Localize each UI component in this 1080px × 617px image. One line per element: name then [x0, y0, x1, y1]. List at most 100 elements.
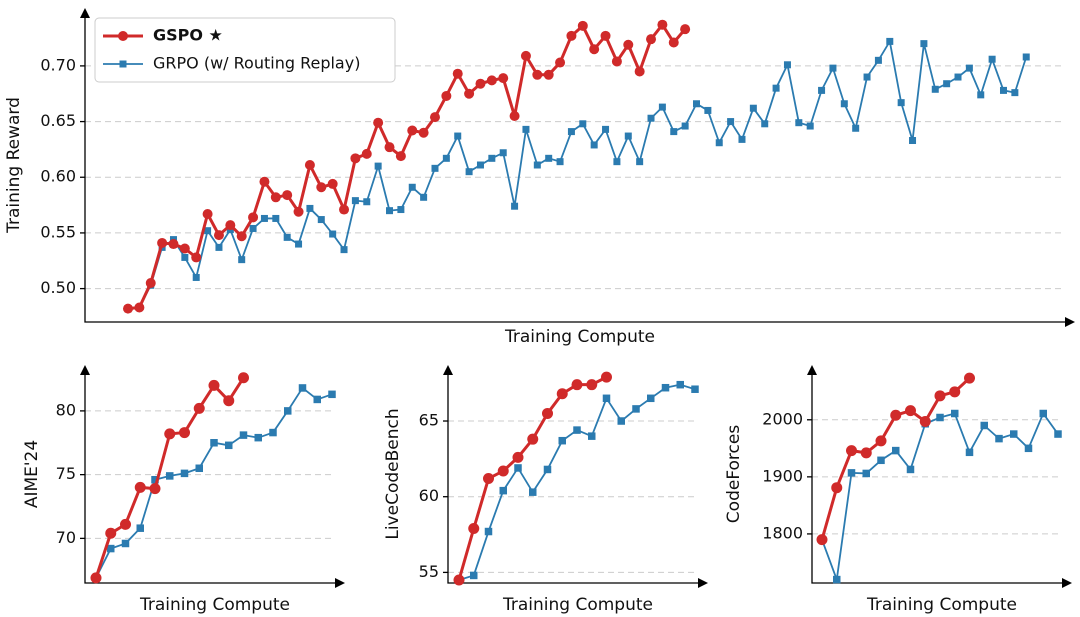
point [863, 73, 871, 81]
point [920, 40, 928, 48]
point [397, 206, 405, 214]
point [919, 415, 931, 427]
point [646, 34, 657, 45]
point [453, 574, 465, 586]
point [283, 233, 291, 241]
point [681, 122, 689, 130]
point [877, 456, 885, 465]
point [772, 84, 780, 92]
point [328, 390, 336, 399]
point [862, 469, 870, 478]
point [522, 125, 530, 133]
point [298, 384, 307, 392]
point [693, 100, 700, 108]
axes [84, 373, 337, 584]
point [149, 483, 161, 495]
point [738, 135, 746, 143]
point [613, 158, 621, 166]
point [806, 122, 814, 130]
point [107, 544, 115, 553]
point [306, 204, 314, 212]
x-arrow [1065, 317, 1075, 327]
y-tick-label: 75 [56, 464, 76, 483]
point [260, 214, 268, 222]
point [556, 158, 564, 166]
point [484, 527, 493, 536]
point [586, 379, 598, 391]
point [558, 436, 566, 445]
point [949, 386, 961, 398]
point [499, 149, 507, 157]
point [890, 409, 902, 421]
point [602, 394, 611, 403]
point [589, 44, 600, 55]
legend-marker [118, 31, 128, 41]
point [454, 132, 462, 140]
point [157, 237, 168, 248]
point [545, 154, 553, 162]
point [905, 405, 916, 417]
point [657, 19, 668, 30]
y-tick-label: 80 [56, 400, 76, 419]
point [906, 465, 915, 474]
point [339, 204, 350, 215]
point [847, 469, 856, 477]
point [816, 534, 828, 546]
point [90, 572, 102, 584]
point [123, 303, 133, 314]
point [180, 469, 189, 478]
point [860, 447, 872, 459]
point [897, 99, 905, 107]
point [164, 428, 176, 440]
legend-box [94, 17, 396, 83]
point [120, 518, 131, 530]
point [749, 104, 757, 112]
point [145, 278, 156, 289]
point [136, 524, 144, 532]
point [195, 464, 203, 473]
axes [84, 16, 1067, 323]
point [313, 395, 321, 404]
point [542, 407, 553, 419]
point [304, 160, 315, 170]
point [179, 427, 190, 439]
x-axis-label: Training Compute [502, 595, 653, 615]
point [431, 164, 439, 172]
point [225, 441, 233, 450]
point [363, 198, 371, 206]
point [977, 91, 985, 99]
point [909, 137, 917, 145]
point [601, 371, 612, 383]
point [293, 206, 304, 217]
point [384, 142, 395, 153]
point [936, 413, 944, 422]
y-tick-label: 70 [56, 528, 76, 547]
point [272, 214, 280, 222]
point [624, 132, 632, 140]
point [121, 539, 130, 548]
point [239, 431, 248, 439]
point [238, 372, 249, 384]
y-axis-label: CodeForces [724, 425, 744, 524]
point [327, 178, 338, 189]
point [254, 433, 262, 442]
point [532, 69, 543, 80]
y-tick-label: 1900 [762, 466, 803, 485]
point [658, 103, 666, 111]
point [543, 465, 552, 474]
point [1024, 444, 1033, 453]
point [1022, 53, 1030, 61]
point [661, 383, 670, 392]
point [351, 197, 359, 205]
point [988, 55, 996, 63]
point [829, 64, 837, 72]
point [634, 66, 645, 77]
point [215, 243, 223, 251]
y-tick-label: 0.55 [40, 222, 76, 241]
point [408, 183, 416, 191]
point [350, 153, 361, 164]
point [555, 57, 566, 68]
point [533, 161, 541, 169]
point [529, 488, 537, 496]
point [442, 154, 450, 162]
